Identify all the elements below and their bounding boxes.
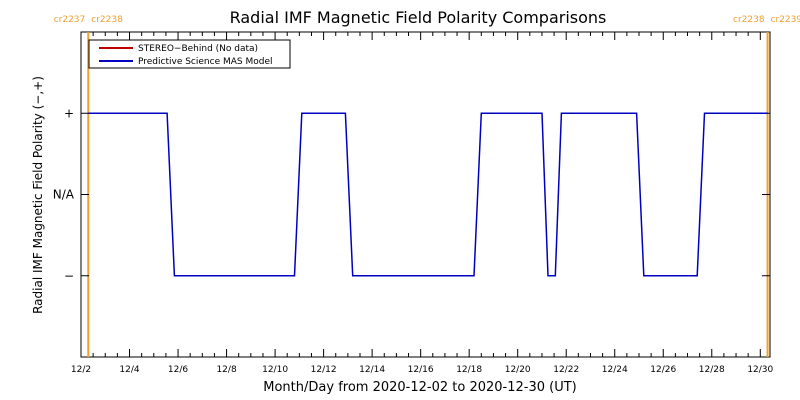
- series-lines: [88, 112, 768, 277]
- y-axis-ticks: + N/A −: [53, 106, 770, 283]
- x-axis-label: Month/Day from 2020-12-02 to 2020-12-30 …: [263, 380, 576, 395]
- x-tick-label: 12/14: [359, 365, 385, 375]
- x-tick-label: 12/12: [311, 365, 337, 375]
- x-tick-label: 12/28: [699, 365, 725, 375]
- y-tick-label: −: [64, 269, 74, 283]
- x-tick-label: 12/8: [216, 365, 236, 375]
- x-tick-label: 12/10: [262, 365, 288, 375]
- series-line-mas-model: [88, 112, 768, 277]
- carrington-label-left: cr2238: [733, 15, 765, 25]
- x-tick-label: 12/30: [747, 365, 773, 375]
- legend: STEREO−Behind (No data) Predictive Scien…: [88, 39, 291, 69]
- carrington-label-right: cr2239: [771, 15, 800, 25]
- carrington-label-right: cr2238: [91, 15, 123, 25]
- y-tick-label: N/A: [53, 188, 75, 202]
- y-tick-label: +: [64, 106, 74, 120]
- legend-label-mas-model: Predictive Science MAS Model: [138, 57, 273, 67]
- x-tick-label: 12/2: [71, 365, 91, 375]
- x-tick-label: 12/16: [408, 365, 434, 375]
- x-tick-label: 12/4: [119, 365, 139, 375]
- x-tick-label: 12/24: [602, 365, 628, 375]
- plot-frame: [80, 31, 771, 358]
- x-tick-label: 12/22: [553, 365, 579, 375]
- x-tick-label: 12/20: [505, 365, 531, 375]
- carrington-label-left: cr2237: [54, 15, 86, 25]
- y-axis-label: Radial IMF Magnetic Field Polarity (−,+): [31, 76, 45, 314]
- legend-box: [88, 39, 291, 69]
- x-tick-label: 12/26: [650, 365, 676, 375]
- x-axis-ticks: 12/2 12/4 12/6 12/8 12/10 12/12 12/14 12/16 12/1…: [71, 32, 774, 375]
- x-tick-label: 12/18: [456, 365, 482, 375]
- x-tick-label: 12/6: [168, 365, 188, 375]
- legend-label-stereo: STEREO−Behind (No data): [138, 44, 258, 54]
- chart-title: Radial IMF Magnetic Field Polarity Compa…: [230, 8, 607, 27]
